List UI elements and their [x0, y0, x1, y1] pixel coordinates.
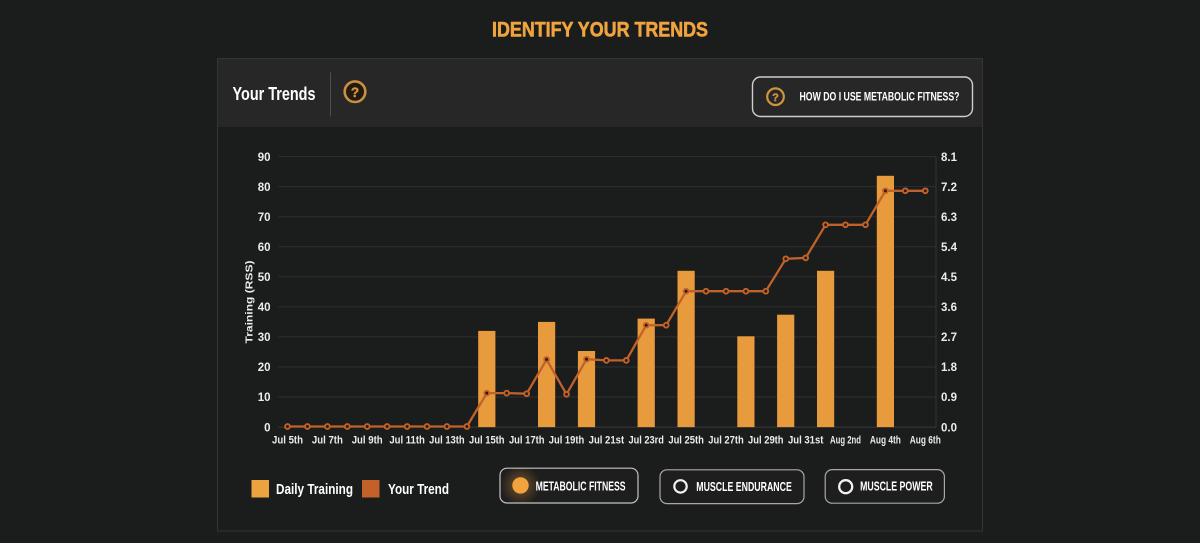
svg-text:METABOLIC FITNESS: METABOLIC FITNESS [536, 479, 626, 493]
svg-text:0.0: 0.0 [941, 422, 957, 434]
svg-text:Your Trends: Your Trends [233, 84, 316, 104]
svg-text:MUSCLE ENDURANCE: MUSCLE ENDURANCE [696, 480, 792, 494]
svg-text:Jul 29th: Jul 29th [748, 435, 784, 447]
svg-text:Jul 23rd: Jul 23rd [628, 435, 664, 447]
svg-text:IDENTIFY YOUR TRENDS: IDENTIFY YOUR TRENDS [492, 18, 708, 42]
svg-text:Jul 7th: Jul 7th [312, 435, 343, 447]
svg-text:50: 50 [258, 272, 271, 284]
svg-text:2.7: 2.7 [941, 332, 957, 344]
svg-text:HOW DO I USE METABOLIC FITNESS: HOW DO I USE METABOLIC FITNESS? [800, 92, 960, 104]
svg-text:Daily Training: Daily Training [276, 482, 353, 498]
svg-text:Training (RSS): Training (RSS) [244, 261, 256, 344]
svg-text:0: 0 [264, 422, 270, 434]
svg-text:8.1: 8.1 [941, 152, 958, 164]
svg-text:Jul 19th: Jul 19th [549, 435, 585, 447]
svg-text:Jul 27th: Jul 27th [708, 435, 744, 447]
svg-text:Jul 21st: Jul 21st [589, 435, 625, 447]
svg-text:Jul 25th: Jul 25th [668, 435, 704, 447]
svg-text:30: 30 [258, 332, 271, 344]
svg-text:MUSCLE POWER: MUSCLE POWER [860, 480, 933, 494]
svg-text:80: 80 [258, 182, 271, 194]
svg-text:Aug 6th: Aug 6th [910, 435, 941, 447]
svg-text:3.6: 3.6 [941, 302, 957, 314]
svg-text:?: ? [772, 92, 779, 104]
svg-text:Jul 31st: Jul 31st [788, 435, 824, 447]
svg-text:70: 70 [258, 212, 271, 224]
svg-text:Jul 17th: Jul 17th [509, 435, 545, 447]
svg-text:10: 10 [258, 392, 271, 404]
svg-text:4.5: 4.5 [941, 272, 958, 284]
svg-text:5.4: 5.4 [941, 242, 958, 254]
svg-text:Your Trend: Your Trend [388, 482, 449, 498]
svg-text:90: 90 [258, 152, 271, 164]
svg-text:7.2: 7.2 [941, 182, 957, 194]
svg-text:Aug 4th: Aug 4th [870, 435, 901, 447]
svg-text:20: 20 [258, 362, 271, 374]
svg-text:40: 40 [258, 302, 271, 314]
svg-text:Aug 2nd: Aug 2nd [830, 435, 861, 447]
svg-text:Jul 5th: Jul 5th [272, 435, 303, 447]
svg-text:Jul 13th: Jul 13th [429, 435, 465, 447]
svg-text:Jul 9th: Jul 9th [352, 435, 383, 447]
svg-text:0.9: 0.9 [941, 392, 957, 404]
svg-text:1.8: 1.8 [941, 362, 958, 374]
svg-text:60: 60 [258, 242, 271, 254]
svg-text:Jul 11th: Jul 11th [389, 435, 425, 447]
svg-text:6.3: 6.3 [941, 212, 957, 224]
svg-text:?: ? [351, 85, 359, 100]
svg-text:Jul 15th: Jul 15th [469, 435, 505, 447]
